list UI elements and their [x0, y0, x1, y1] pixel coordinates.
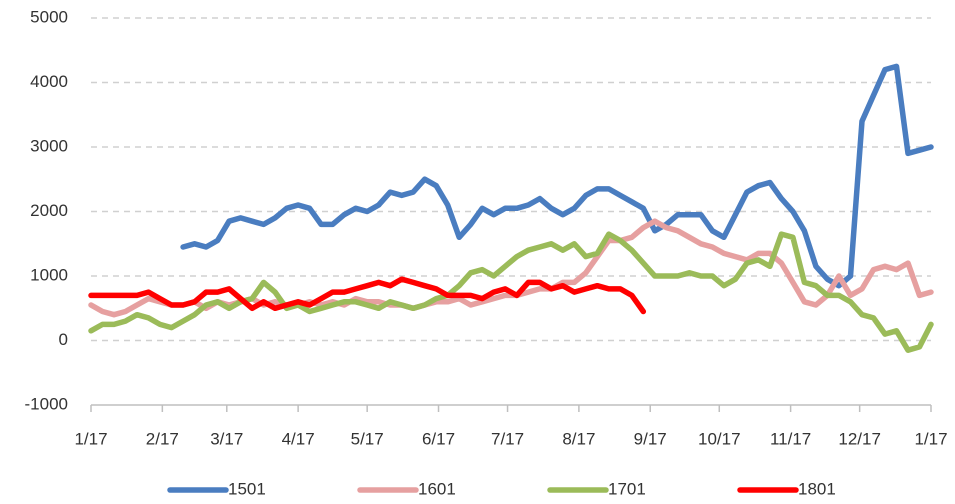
y-tick-label: 0 [59, 330, 68, 349]
legend-label: 1701 [608, 479, 646, 498]
legend-label: 1801 [798, 479, 836, 498]
legend-label: 1501 [228, 479, 266, 498]
x-tick-label: 9/17 [634, 429, 667, 448]
x-tick-label: 5/17 [351, 429, 384, 448]
x-tick-label: 1/17 [914, 429, 947, 448]
y-tick-label: 3000 [30, 136, 68, 155]
x-tick-label: 3/17 [210, 429, 243, 448]
y-tick-label: 5000 [30, 7, 68, 26]
y-tick-label: 4000 [30, 72, 68, 91]
y-tick-label: 2000 [30, 201, 68, 220]
x-tick-label: 1/17 [74, 429, 107, 448]
series-line [180, 63, 934, 289]
x-tick-label: 4/17 [282, 429, 315, 448]
x-tick-label: 6/17 [422, 429, 455, 448]
series-line [88, 276, 647, 315]
y-tick-label: 1000 [30, 265, 68, 284]
series-line [88, 231, 934, 353]
x-tick-label: 11/17 [770, 429, 811, 448]
x-tick-label: 12/17 [838, 429, 881, 448]
legend-label: 1601 [418, 479, 456, 498]
x-tick-label: 7/17 [491, 429, 524, 448]
y-tick-label: -1000 [25, 394, 68, 413]
x-tick-label: 10/17 [698, 429, 741, 448]
x-tick-label: 8/17 [562, 429, 595, 448]
x-tick-label: 2/17 [146, 429, 179, 448]
